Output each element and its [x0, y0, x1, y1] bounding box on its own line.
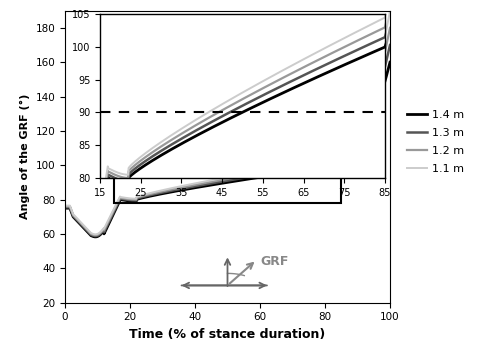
- 1.4 m: [286, 171, 292, 175]
- 1.4 m: [62, 206, 68, 210]
- Y-axis label: Angle of the GRF (°): Angle of the GRF (°): [20, 94, 30, 219]
- 1.2 m: [206, 180, 212, 184]
- 1.4 m: [194, 185, 200, 189]
- 1.4 m: [316, 166, 322, 171]
- 1.4 m: [92, 235, 98, 239]
- Legend: 1.4 m, 1.3 m, 1.2 m, 1.1 m: 1.4 m, 1.3 m, 1.2 m, 1.1 m: [402, 106, 468, 178]
- 1.3 m: [92, 234, 98, 238]
- 1.1 m: [62, 203, 68, 208]
- 1.1 m: [92, 232, 98, 236]
- Text: GRF: GRF: [260, 255, 288, 268]
- 1.2 m: [96, 232, 102, 236]
- 1.2 m: [92, 233, 98, 237]
- 1.1 m: [286, 164, 292, 168]
- 1.1 m: [387, 9, 393, 13]
- 1.2 m: [62, 204, 68, 209]
- 1.3 m: [286, 169, 292, 173]
- 1.1 m: [206, 179, 212, 183]
- 1.4 m: [96, 234, 102, 238]
- 1.3 m: [96, 233, 102, 237]
- 1.2 m: [387, 26, 393, 30]
- Bar: [114, 160, 341, 203]
- 1.3 m: [322, 163, 328, 167]
- 1.3 m: [206, 182, 212, 186]
- Line: 1.3 m: 1.3 m: [65, 45, 390, 236]
- 1.2 m: [286, 166, 292, 171]
- 1.1 m: [194, 181, 200, 185]
- 1.2 m: [316, 162, 322, 166]
- Line: 1.2 m: 1.2 m: [65, 28, 390, 235]
- 1.1 m: [322, 158, 328, 162]
- 1.4 m: [387, 60, 393, 64]
- Line: 1.1 m: 1.1 m: [65, 11, 390, 234]
- 1.2 m: [322, 161, 328, 165]
- X-axis label: Time (% of stance duration): Time (% of stance duration): [130, 328, 326, 341]
- 1.1 m: [316, 159, 322, 163]
- 1.4 m: [322, 166, 328, 170]
- 1.1 m: [96, 231, 102, 236]
- 1.3 m: [316, 164, 322, 168]
- 1.3 m: [194, 184, 200, 188]
- 1.4 m: [206, 183, 212, 188]
- 1.3 m: [62, 205, 68, 209]
- Line: 1.4 m: 1.4 m: [65, 62, 390, 237]
- 1.2 m: [194, 182, 200, 187]
- 1.3 m: [387, 43, 393, 47]
